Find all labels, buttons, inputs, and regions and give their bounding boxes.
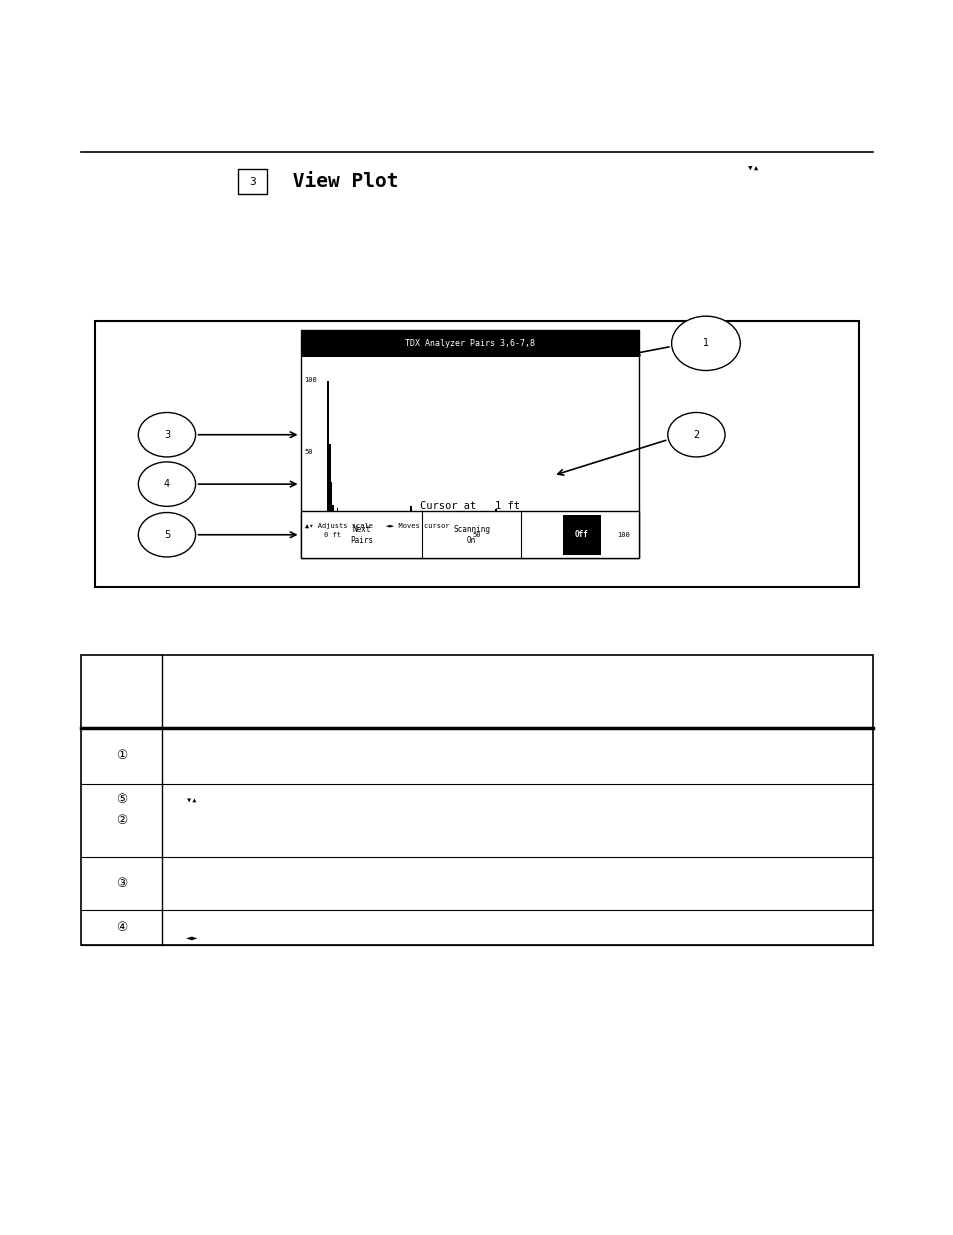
Ellipse shape [138,513,195,557]
Text: 5: 5 [164,530,170,540]
Text: View Plot: View Plot [281,172,398,191]
Text: ④: ④ [116,921,127,934]
Text: Off: Off [574,530,588,540]
Text: 4: 4 [164,479,170,489]
Ellipse shape [671,316,740,370]
Bar [300,330,639,357]
Bar [497,516,498,527]
Text: Scanning
On: Scanning On [453,525,490,545]
Bar [337,515,339,527]
Text: 100: 100 [617,532,629,538]
Text: ▾▴: ▾▴ [186,794,198,805]
Bar [495,509,497,527]
Bar [329,445,331,527]
Bar [336,508,338,527]
Bar [571,519,573,527]
Bar [492,515,494,527]
Ellipse shape [138,462,195,506]
Bar [81,655,872,945]
Bar [411,515,413,527]
Bar [330,482,332,527]
Text: ②: ② [116,814,127,827]
Bar [327,382,329,527]
Bar [332,505,334,527]
Text: 1: 1 [702,338,708,348]
Text: ▾▴: ▾▴ [746,164,760,174]
Bar [406,513,408,527]
Bar [300,511,639,558]
Ellipse shape [667,412,724,457]
Text: ⑤: ⑤ [116,793,127,806]
Text: Cursor at   1 ft: Cursor at 1 ft [419,501,519,511]
Bar [300,330,639,558]
Bar [238,169,267,194]
Text: 2: 2 [693,430,699,440]
Bar [95,321,858,587]
Text: 3: 3 [249,177,256,186]
Text: ◄►: ◄► [186,932,198,942]
Text: ③: ③ [116,877,127,890]
Text: 50: 50 [304,450,313,454]
Ellipse shape [138,412,195,457]
Text: TDX Analyzer Pairs 3,6-7,8: TDX Analyzer Pairs 3,6-7,8 [404,338,535,348]
Text: 100: 100 [304,377,316,383]
Text: 50: 50 [473,532,480,538]
Bar [568,514,570,527]
Text: ①: ① [116,750,127,762]
Text: Next
Pairs: Next Pairs [350,525,373,545]
Text: 0 ft: 0 ft [324,532,341,538]
Text: 3: 3 [164,430,170,440]
Text: ▲▾ Adjusts scale   ◄► Moves cursor: ▲▾ Adjusts scale ◄► Moves cursor [305,524,449,529]
Bar [335,513,336,527]
Bar [562,515,600,555]
Bar [410,506,411,527]
